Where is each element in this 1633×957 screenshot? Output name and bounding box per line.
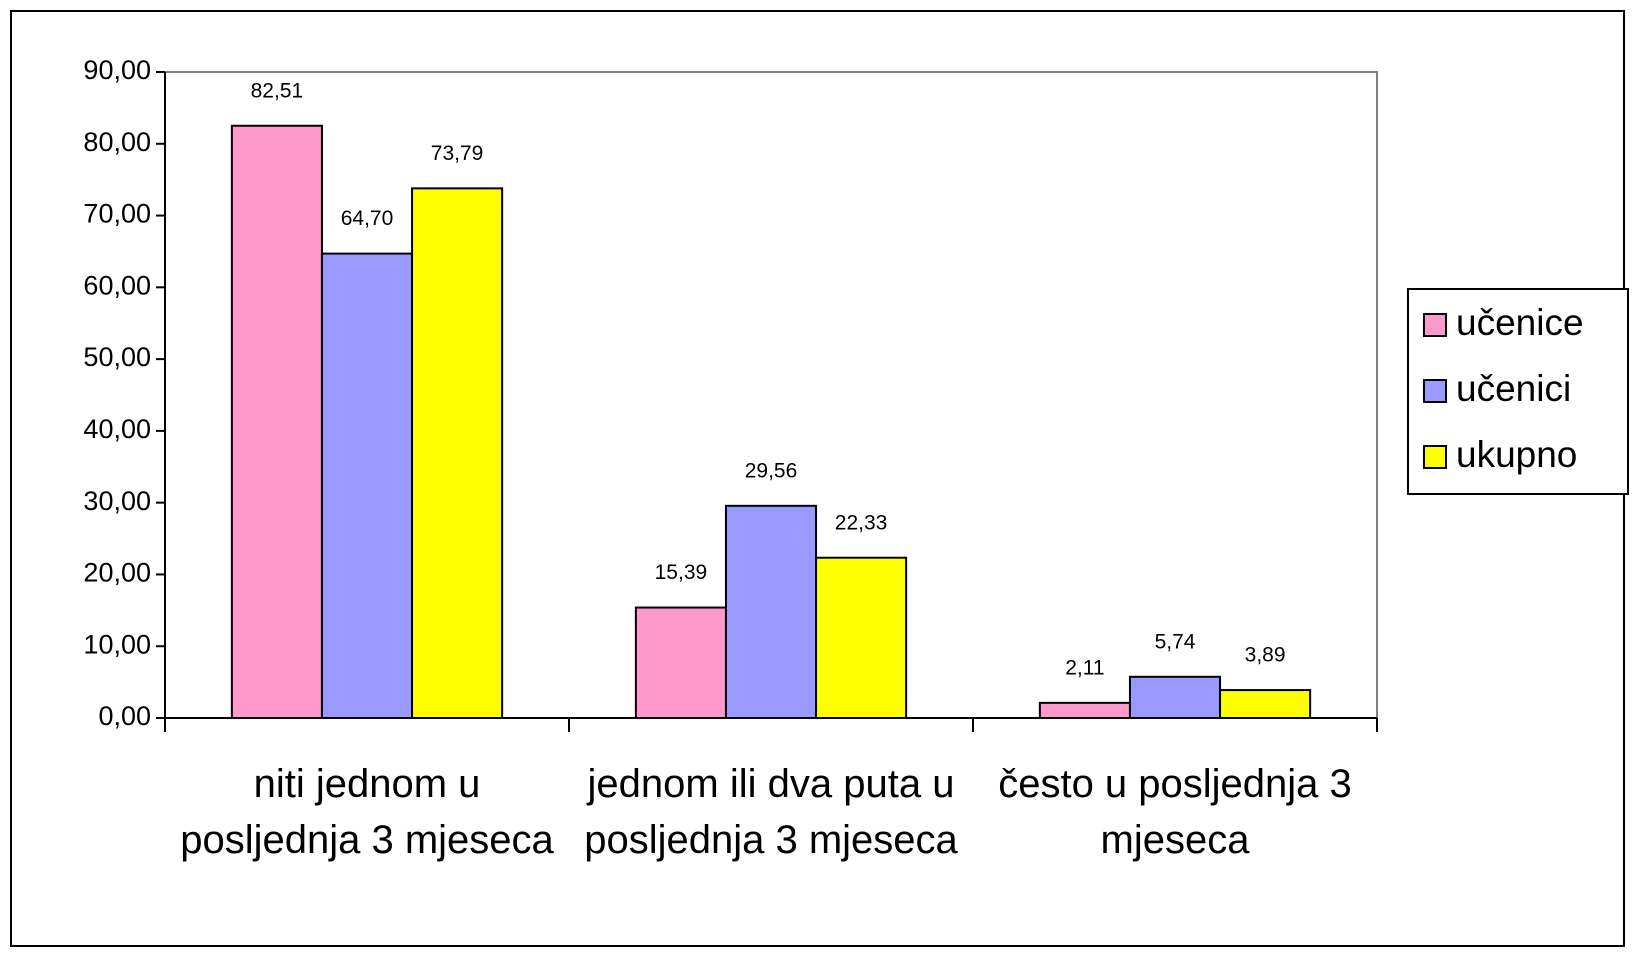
data-label: 5,74 xyxy=(1155,630,1196,653)
x-tick-label: jednom ili dva puta u posljednja 3 mjesec… xyxy=(584,762,958,862)
y-tick-label: 80,00 xyxy=(83,127,151,157)
bar xyxy=(815,556,908,719)
bar xyxy=(1128,675,1222,720)
plot-border xyxy=(165,71,1378,718)
legend-swatch xyxy=(1423,379,1447,403)
bar xyxy=(320,252,414,719)
x-tick-label-line: posljednja 3 mjeseca xyxy=(180,818,554,862)
legend-swatch xyxy=(1423,313,1447,337)
y-tick-label: 20,00 xyxy=(83,558,151,588)
y-tick-label: 30,00 xyxy=(83,486,151,516)
x-tick-label-line: često u posljednja 3 xyxy=(998,762,1352,806)
y-tick-label: 0,00 xyxy=(98,701,151,731)
bar xyxy=(634,606,727,719)
bar xyxy=(411,187,504,719)
legend-label: ukupno xyxy=(1456,434,1577,475)
data-label: 64,70 xyxy=(341,207,394,230)
data-label: 3,89 xyxy=(1245,644,1286,667)
y-tick-label: 10,00 xyxy=(83,629,151,659)
x-tick-label: često u posljednja 3 mjeseca xyxy=(998,762,1352,862)
data-label: 73,79 xyxy=(431,142,484,165)
x-tick-label-line: niti jednom u xyxy=(254,762,481,806)
legend-label: učenici xyxy=(1456,368,1571,409)
legend-label: učenice xyxy=(1456,302,1584,343)
bar xyxy=(230,124,323,720)
x-tick-label-line: mjeseca xyxy=(1101,818,1251,862)
data-label: 29,56 xyxy=(745,459,798,482)
legend-swatch xyxy=(1423,445,1447,469)
x-tick-label-line: posljednja 3 mjeseca xyxy=(584,818,958,862)
x-tick-label: niti jednom u posljednja 3 mjeseca xyxy=(180,762,554,862)
y-tick-label: 70,00 xyxy=(83,199,151,229)
y-tick-label: 50,00 xyxy=(83,342,151,372)
bar xyxy=(1219,689,1312,719)
y-tick-label: 60,00 xyxy=(83,270,151,300)
y-tick-label: 90,00 xyxy=(83,55,151,85)
bar xyxy=(724,504,818,719)
data-label: 2,11 xyxy=(1065,656,1104,679)
y-tick-label: 40,00 xyxy=(83,414,151,444)
data-label: 22,33 xyxy=(835,511,888,534)
x-tick-label-line: jednom ili dva puta u xyxy=(587,762,955,806)
data-label: 82,51 xyxy=(251,79,304,102)
bar xyxy=(1038,701,1131,719)
data-label: 15,39 xyxy=(655,561,708,584)
